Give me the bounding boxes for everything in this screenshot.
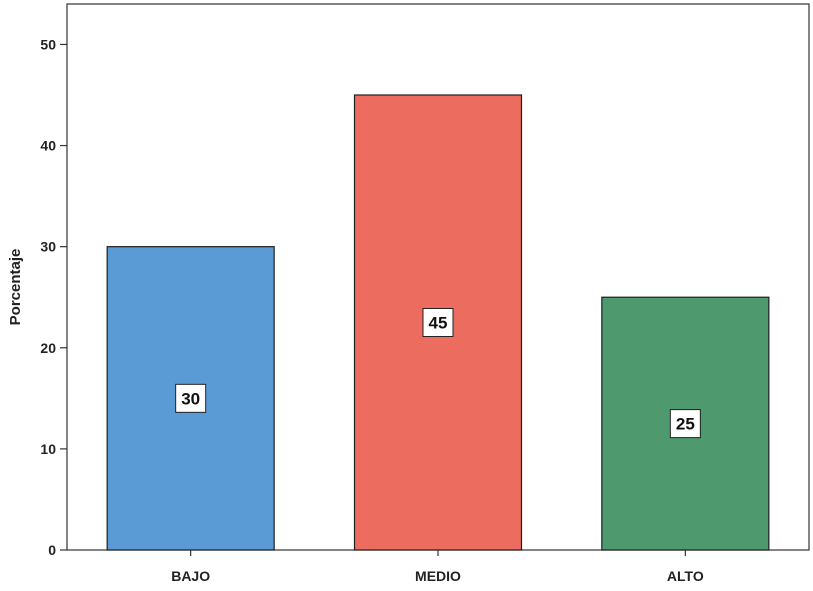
data-label-box [422, 308, 454, 337]
data-label: 45 [429, 314, 448, 333]
y-tick-label: 40 [40, 138, 56, 154]
x-tick-label: MEDIO [415, 568, 461, 584]
y-tick-label: 30 [40, 239, 56, 255]
data-label-box [669, 409, 701, 439]
data-label: 30 [181, 389, 200, 408]
data-label: 25 [676, 415, 695, 434]
x-tick-label: BAJO [171, 568, 210, 584]
y-tick-label: 0 [48, 542, 56, 558]
y-tick-label: 20 [40, 340, 56, 356]
y-tick-label: 50 [40, 36, 56, 52]
y-tick-label: 10 [40, 441, 56, 457]
y-axis-title: Porcentaje [7, 249, 24, 326]
x-tick-label: ALTO [667, 568, 704, 584]
data-label-box [175, 383, 207, 413]
